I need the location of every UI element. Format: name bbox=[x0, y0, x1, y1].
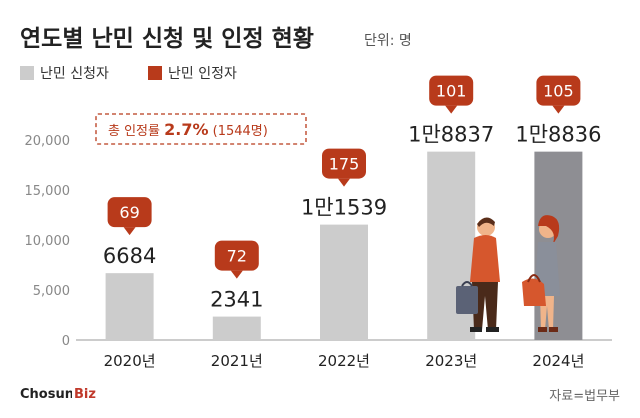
callout-box bbox=[536, 75, 581, 106]
callout-recognized-2: 72 bbox=[214, 240, 259, 279]
x-tick-label: 2024년 bbox=[532, 352, 584, 370]
x-tick-label: 2020년 bbox=[104, 352, 156, 370]
callout-recognized-3: 175 bbox=[322, 148, 366, 187]
bars: 6684 69 2020년 2341 72 2021년 1만1539 175 2022년 1만88… bbox=[103, 75, 601, 370]
legend-label-recognized: 난민 인정자 bbox=[168, 66, 237, 82]
value-label-recognized: 72 bbox=[227, 247, 247, 266]
callout-pointer bbox=[338, 178, 350, 187]
annotation-suffix: (1544명) bbox=[208, 124, 267, 139]
chart-title: 연도별 난민 신청 및 인정 현황 bbox=[20, 26, 314, 52]
legend: 난민 신청자 난민 인정자 bbox=[20, 66, 237, 82]
callout-recognized-4: 101 bbox=[429, 75, 474, 114]
value-label-applicants: 1만8837 bbox=[408, 123, 494, 147]
svg-text:총 인정률 2.7% (1544명): 총 인정률 2.7% (1544명) bbox=[108, 120, 268, 139]
value-label-recognized: 69 bbox=[119, 203, 139, 222]
value-label-applicants: 2341 bbox=[210, 288, 263, 312]
callout-pointer bbox=[445, 105, 458, 114]
value-label-applicants: 1만1539 bbox=[301, 196, 387, 220]
y-tick-label: 15,000 bbox=[25, 184, 71, 199]
value-label-recognized: 101 bbox=[436, 82, 467, 101]
bar-applicants-3 bbox=[320, 224, 368, 340]
woman-figure bbox=[522, 215, 560, 332]
callout-box bbox=[429, 75, 474, 106]
x-tick-label: 2022년 bbox=[318, 352, 370, 370]
value-label-applicants: 1만8836 bbox=[515, 123, 601, 147]
y-tick-label: 20,000 bbox=[25, 134, 71, 149]
annotation-prefix: 총 인정률 bbox=[108, 124, 164, 139]
legend-swatch-recognized bbox=[148, 66, 162, 80]
y-tick-label: 5,000 bbox=[33, 284, 70, 299]
callout-recognized-1: 69 bbox=[107, 197, 152, 236]
callout-box bbox=[214, 240, 259, 271]
callout-box bbox=[322, 148, 366, 179]
callout-pointer bbox=[123, 227, 136, 236]
unit-label: 단위: 명 bbox=[364, 33, 412, 49]
recognition-rate-annotation: 총 인정률 2.7% (1544명) bbox=[95, 113, 307, 145]
bar-applicants-1 bbox=[105, 273, 154, 340]
brand-name: Chosun bbox=[20, 387, 74, 402]
callout-pointer bbox=[230, 270, 243, 279]
x-tick-label: 2023년 bbox=[425, 352, 477, 370]
callout-box bbox=[107, 197, 152, 228]
bar-applicants-2 bbox=[212, 316, 261, 340]
value-label-applicants: 6684 bbox=[103, 244, 156, 268]
y-tick-label: 0 bbox=[62, 334, 70, 349]
annotation-rate: 2.7% bbox=[164, 120, 208, 139]
callout-recognized-5: 105 bbox=[536, 75, 581, 114]
value-label-recognized: 175 bbox=[329, 155, 360, 174]
callout-pointer bbox=[552, 105, 565, 114]
brand-logo: Chosun Biz bbox=[20, 386, 96, 402]
y-tick-label: 10,000 bbox=[25, 234, 71, 249]
source-note: 자료=법무부 bbox=[549, 389, 620, 404]
value-label-recognized: 105 bbox=[543, 82, 574, 101]
brand-tag: Biz bbox=[74, 387, 96, 402]
x-tick-label: 2021년 bbox=[211, 352, 263, 370]
legend-swatch-applicants bbox=[20, 66, 34, 80]
legend-label-applicants: 난민 신청자 bbox=[40, 66, 109, 82]
y-axis-ticks: 0 5,000 10,000 15,000 20,000 bbox=[25, 134, 612, 349]
travelers-illustration bbox=[456, 215, 560, 332]
man-figure bbox=[456, 217, 500, 332]
